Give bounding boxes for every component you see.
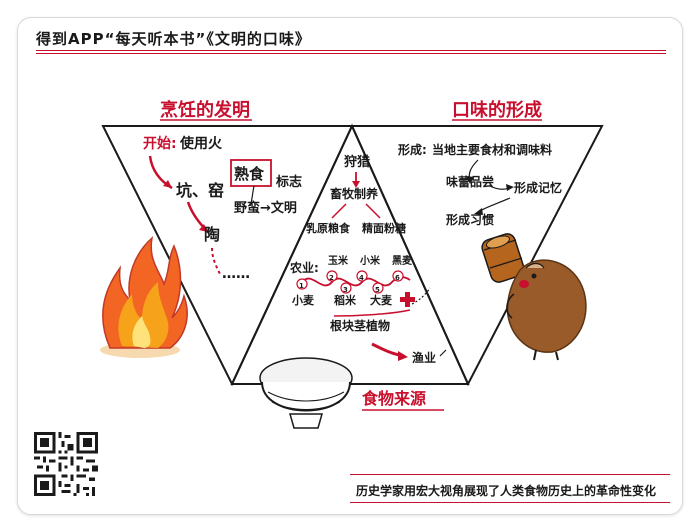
- middle-title: 食物来源: [361, 389, 426, 408]
- rice-bowl-illustration: [259, 357, 353, 429]
- crop-top-1: 玉米: [328, 254, 349, 267]
- taste-text: 味蕾品尝: [446, 174, 494, 189]
- left-title: 烹饪的发明: [160, 99, 250, 121]
- crop-top-3: 黑麦: [392, 254, 413, 267]
- page-footer: 历史学家用宏大视角展现了人类食物历史上的革命性变化: [356, 484, 657, 498]
- ellipsis-text: ……: [222, 266, 250, 282]
- crop-bottom-3: 大麦: [370, 293, 393, 307]
- agri-label: 农业:: [289, 260, 319, 275]
- pot-text: 陶: [204, 225, 220, 244]
- mark-text: 标志: [275, 174, 302, 190]
- header-divider-2: [36, 53, 666, 54]
- cooked-food-box: [230, 159, 272, 187]
- red-cross-h: [400, 297, 415, 302]
- crop-number-1: 1: [299, 282, 304, 290]
- crop-top-2: 小米: [359, 254, 381, 267]
- formation-text: 当地主要食材和调味料: [432, 142, 552, 157]
- pit-text: 坑、窑: [176, 181, 224, 200]
- refined-text: 精面粉糖: [362, 221, 406, 235]
- dairy-text: 乳原粮食: [306, 221, 351, 235]
- footer-divider-top: [350, 474, 670, 475]
- tubers-text: 根块茎植物: [330, 318, 390, 333]
- crop-number-3: 3: [343, 286, 348, 294]
- start-label: 开始:: [143, 135, 177, 152]
- fishery-text: 渔业: [412, 350, 436, 365]
- page-header: 得到APP“每天听本书”《文明的口味》: [36, 30, 311, 48]
- habit-text: 形成习惯: [446, 212, 494, 227]
- qr-code: [34, 432, 98, 496]
- crop-number-5: 5: [375, 286, 380, 294]
- right-triangle: [350, 125, 604, 387]
- fire-illustration: [100, 235, 188, 358]
- header-divider: [36, 50, 666, 51]
- hedgehog-illustration: [481, 233, 587, 361]
- crop-number-2: 2: [329, 274, 334, 282]
- footer-divider-bottom: [350, 502, 670, 503]
- crop-number-4: 4: [359, 274, 364, 282]
- content-card: [17, 17, 683, 515]
- crop-bottom-1: 小麦: [291, 293, 315, 307]
- memory-text: 形成记忆: [514, 180, 562, 195]
- crop-number-6: 6: [395, 274, 400, 282]
- crop-bottom-2: 稻米: [334, 293, 357, 307]
- cooked-text: 熟食: [234, 165, 265, 183]
- start-text: 使用火: [179, 135, 223, 152]
- flow-arrow-3: [211, 247, 221, 275]
- hunting-text: 狩猎: [344, 154, 370, 170]
- formation-label: 形成:: [398, 142, 427, 157]
- right-title: 口味的形成: [452, 99, 542, 121]
- wild-to-civil-text: 野蛮→文明: [234, 200, 297, 216]
- herding-text: 畜牧制养: [330, 186, 378, 201]
